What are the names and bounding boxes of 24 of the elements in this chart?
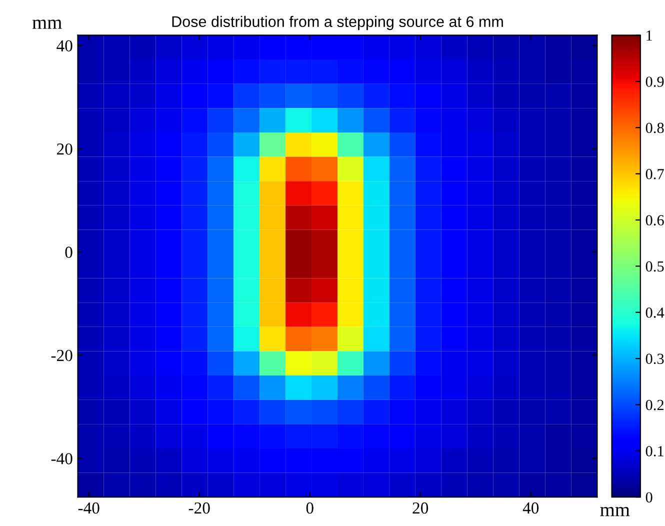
y-tick-label: -20	[51, 350, 72, 362]
color-bar-label: 0.2	[646, 400, 664, 410]
color-bar-label: 0.3	[646, 354, 664, 364]
x-tick-label: 20	[412, 502, 428, 514]
color-bar-label: 0.5	[646, 261, 664, 272]
x-tick-label: 40	[522, 502, 539, 514]
y-tick-label: 20	[57, 143, 72, 155]
color-bar-label: 1	[646, 30, 652, 41]
chart-title: Dose distribution from a stepping source at 6 mm	[172, 16, 503, 30]
x-tick-label: -40	[78, 502, 100, 514]
x-axis-title: mm	[600, 506, 630, 516]
color-bar-label: 0.6	[646, 215, 664, 226]
color-bar-label: 0.4	[646, 307, 664, 318]
color-bar-label: 0.8	[646, 122, 664, 134]
y-tick-label: -40	[51, 453, 72, 464]
color-bar-label: 0.1	[646, 446, 664, 456]
x-tick-label: 0	[306, 502, 314, 514]
y-axis-title: mm	[32, 20, 62, 29]
color-bar-label: 0.7	[646, 168, 664, 180]
color-bar-label: 0	[646, 492, 652, 503]
color-bar-label: 0.9	[646, 76, 664, 87]
x-tick-label: -20	[188, 502, 210, 514]
y-tick-label: 40	[56, 40, 72, 52]
y-tick-label: 0	[65, 246, 72, 258]
